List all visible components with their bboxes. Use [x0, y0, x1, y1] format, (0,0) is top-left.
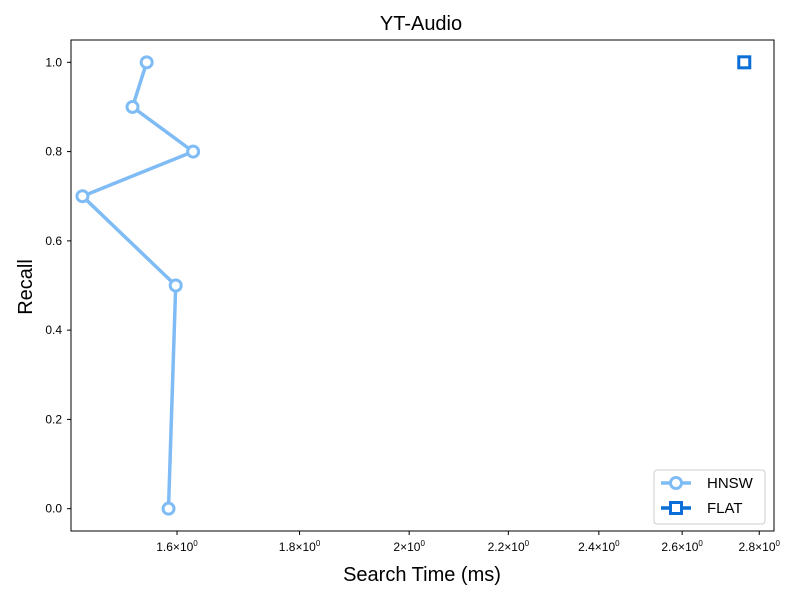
series-flat — [739, 57, 750, 68]
legend-label: HNSW — [707, 475, 754, 492]
chart-title: YT-Audio — [380, 13, 462, 35]
data-point-hnsw — [127, 101, 138, 112]
x-tick-label: 1.6×100 — [156, 539, 198, 554]
x-tick-label: 2.8×100 — [738, 539, 780, 554]
data-point-hnsw — [77, 191, 88, 202]
data-point-flat — [739, 57, 750, 68]
x-tick-label: 2.4×100 — [578, 539, 620, 554]
legend-swatch-marker — [671, 503, 682, 514]
legend-label: FLAT — [707, 500, 743, 517]
x-tick-label: 1.8×100 — [279, 539, 321, 554]
data-point-hnsw — [188, 146, 199, 157]
x-axis-label: Search Time (ms) — [343, 564, 501, 586]
data-point-hnsw — [141, 57, 152, 68]
legend-swatch-marker — [671, 478, 682, 489]
y-tick-label: 1.0 — [45, 55, 62, 69]
y-tick-label: 0.2 — [45, 412, 62, 426]
legend: HNSW FLAT — [654, 470, 765, 524]
y-tick-label: 0.0 — [45, 502, 62, 516]
data-point-hnsw — [163, 503, 174, 514]
data-point-hnsw — [170, 280, 181, 291]
x-tick-label: 2.2×100 — [488, 539, 530, 554]
x-tick-label: 2.6×100 — [661, 539, 703, 554]
y-tick-label: 0.4 — [45, 323, 62, 337]
y-tick-label: 0.8 — [45, 145, 62, 159]
legend-item-hnsw: HNSW — [661, 475, 754, 492]
y-tick-label: 0.6 — [45, 234, 62, 248]
y-axis-label: Recall — [15, 259, 37, 315]
